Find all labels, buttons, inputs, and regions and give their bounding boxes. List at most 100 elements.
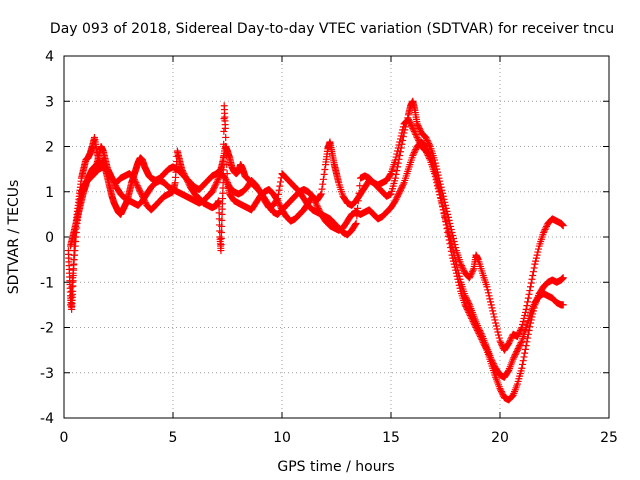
data-point <box>467 271 475 279</box>
data-point <box>497 388 505 396</box>
y-tick-label: -3 <box>40 366 54 382</box>
data-point <box>531 260 539 268</box>
data-point <box>136 188 144 196</box>
y-tick-label: 3 <box>45 94 54 110</box>
data-point <box>423 149 431 157</box>
data-point <box>521 345 529 353</box>
data-point <box>354 204 362 212</box>
data-point <box>527 283 535 291</box>
data-point <box>530 264 538 272</box>
data-point <box>184 179 192 187</box>
data-point <box>394 191 402 199</box>
data-point <box>490 361 498 369</box>
data-point <box>411 147 419 155</box>
axis-ticks <box>63 55 610 419</box>
data-point <box>477 330 485 338</box>
data-point <box>321 166 329 174</box>
data-point <box>391 156 399 164</box>
data-point <box>393 194 401 202</box>
data-point <box>465 299 473 307</box>
data-point <box>497 386 505 394</box>
data-point <box>525 290 533 298</box>
data-point <box>476 327 484 335</box>
data-point <box>392 195 400 203</box>
data-point <box>222 152 230 160</box>
data-point <box>131 177 139 185</box>
data-point <box>395 189 403 197</box>
data-point <box>210 185 218 193</box>
y-axis-label: SDTVAR / TECUs <box>6 180 22 295</box>
data-point <box>520 353 528 361</box>
data-point <box>414 121 422 129</box>
data-point <box>506 336 514 344</box>
data-point <box>220 127 228 135</box>
data-point <box>222 133 230 141</box>
data-point <box>223 161 231 169</box>
data-point <box>356 182 364 190</box>
data-point <box>130 174 138 182</box>
data-point <box>484 286 492 294</box>
data-point <box>514 331 522 339</box>
data-point <box>274 190 282 198</box>
data-point <box>516 340 524 348</box>
data-point <box>224 179 231 187</box>
data-point <box>180 170 188 178</box>
data-point <box>275 186 283 194</box>
data-point <box>497 340 505 348</box>
data-point <box>519 357 527 365</box>
data-point <box>438 200 446 208</box>
data-point <box>532 254 540 262</box>
data-point <box>399 123 407 131</box>
data-point <box>135 185 143 193</box>
data-point <box>130 176 138 184</box>
data-point <box>447 236 455 244</box>
data-point <box>540 227 548 235</box>
data-point <box>533 251 541 259</box>
data-point <box>449 245 457 253</box>
data-point <box>452 260 460 268</box>
data-point <box>457 262 465 270</box>
data-point <box>559 301 567 309</box>
data-point <box>410 126 418 134</box>
data-point <box>488 304 496 312</box>
data-point <box>411 129 419 137</box>
data-point <box>178 165 186 173</box>
data-point <box>185 180 193 188</box>
data-point <box>517 339 525 347</box>
data-point <box>519 360 527 368</box>
data-point <box>410 149 418 157</box>
data-point <box>398 183 406 191</box>
data-point <box>423 150 431 158</box>
data-point <box>276 201 284 209</box>
data-point <box>432 176 440 184</box>
data-point <box>524 334 532 342</box>
data-point <box>219 166 227 174</box>
data-point <box>259 194 267 202</box>
data-point <box>309 192 317 200</box>
data-point <box>276 182 284 190</box>
data-point <box>274 195 282 203</box>
data-point <box>498 389 506 397</box>
data-point <box>509 355 517 363</box>
data-point <box>476 328 484 336</box>
data-point <box>391 197 399 205</box>
data-point <box>439 203 447 211</box>
series-3 <box>67 115 567 381</box>
data-point <box>515 330 523 338</box>
data-point <box>487 298 495 306</box>
data-point <box>455 269 463 277</box>
data-point <box>433 179 441 187</box>
data-point <box>353 212 361 220</box>
data-point <box>425 153 433 161</box>
data-point <box>391 174 399 182</box>
data-point <box>224 180 232 188</box>
data-point <box>431 170 439 178</box>
data-point <box>178 167 186 175</box>
data-point <box>352 219 360 227</box>
data-point <box>468 268 476 276</box>
data-point <box>399 182 407 190</box>
data-point <box>257 189 265 197</box>
data-point <box>313 201 321 209</box>
data-point <box>459 265 467 273</box>
data-point <box>317 190 325 198</box>
